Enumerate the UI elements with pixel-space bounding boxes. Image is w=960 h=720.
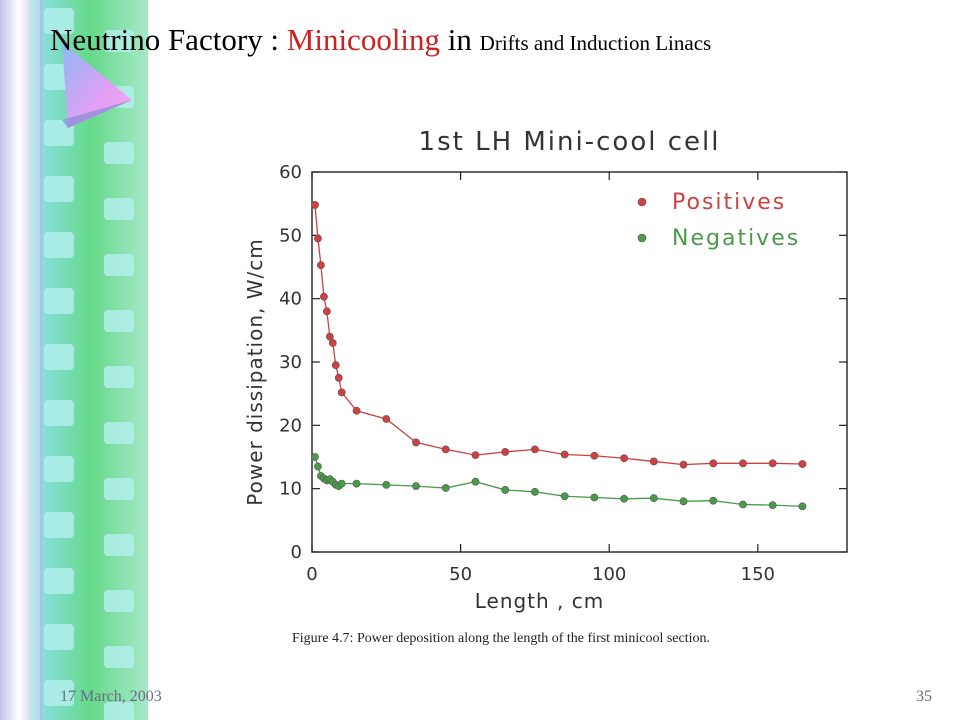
x-tick-label: 50 bbox=[449, 564, 472, 585]
data-point-negatives bbox=[620, 494, 628, 503]
y-tick-label: 30 bbox=[279, 352, 302, 373]
data-point-positives bbox=[334, 373, 343, 382]
footer-date: 17 March, 2003 bbox=[60, 688, 162, 705]
data-point-positives bbox=[501, 448, 510, 456]
data-point-positives bbox=[412, 438, 420, 447]
data-point-negatives bbox=[412, 482, 420, 491]
data-point-negatives bbox=[739, 500, 747, 509]
data-point-negatives bbox=[311, 453, 319, 461]
title-part-3: in bbox=[440, 22, 480, 57]
x-tick-label: 100 bbox=[592, 564, 626, 585]
data-point-positives bbox=[649, 457, 658, 466]
data-point-negatives bbox=[314, 462, 322, 471]
x-tick-label: 0 bbox=[306, 564, 317, 585]
legend-label-negatives: Negatives bbox=[672, 226, 800, 251]
data-point-positives bbox=[322, 307, 331, 316]
data-point-positives bbox=[590, 451, 599, 460]
slide-title: Neutrino Factory : Minicooling in Drifts… bbox=[50, 22, 711, 58]
title-subtitle: Drifts and Induction Linacs bbox=[479, 31, 712, 55]
data-point-positives bbox=[441, 445, 450, 454]
data-point-negatives bbox=[471, 477, 480, 486]
chart-title: 1st LH Mini-cool cell bbox=[419, 127, 721, 157]
y-axis-label: Power dissipation, W/cm bbox=[243, 238, 267, 505]
data-point-negatives bbox=[709, 496, 718, 505]
page-number: 35 bbox=[916, 688, 932, 705]
chart-svg: 1st LH Mini-cool cell 0 50 100 150 0 10 20 30 40 5… bbox=[243, 127, 848, 646]
data-point-positives bbox=[471, 451, 480, 459]
data-point-negatives bbox=[501, 486, 510, 494]
data-point-negatives bbox=[679, 497, 688, 506]
series-line-positives bbox=[314, 204, 803, 466]
data-point-positives bbox=[560, 450, 569, 459]
data-point-positives bbox=[325, 332, 334, 341]
data-point-negatives bbox=[531, 487, 539, 496]
power-chart: 1st LH Mini-cool cell 0 50 100 150 0 10 20 30 40 5… bbox=[230, 110, 850, 665]
data-point-negatives bbox=[337, 479, 346, 488]
data-point-positives bbox=[798, 460, 807, 468]
data-point-positives bbox=[352, 406, 361, 415]
y-tick-label: 60 bbox=[279, 162, 302, 183]
data-point-negatives bbox=[590, 493, 599, 502]
data-point-positives bbox=[620, 454, 628, 463]
data-point-positives bbox=[382, 415, 391, 423]
title-highlight: Minicooling bbox=[286, 22, 441, 57]
data-point-negatives bbox=[352, 479, 361, 488]
y-tick-label: 50 bbox=[279, 225, 302, 246]
data-point-positives bbox=[317, 261, 325, 269]
data-point-positives bbox=[768, 459, 777, 468]
figure-caption: Figure 4.7: Power deposition along the l… bbox=[292, 631, 710, 646]
data-point-positives bbox=[337, 388, 346, 397]
data-point-positives bbox=[331, 361, 340, 370]
legend-marker-positives bbox=[637, 197, 647, 207]
data-point-positives bbox=[739, 459, 747, 468]
data-point-positives bbox=[709, 459, 718, 468]
data-point-positives bbox=[314, 234, 322, 243]
legend-label-positives: Positives bbox=[672, 190, 786, 215]
data-point-positives bbox=[328, 339, 337, 347]
y-tick-label: 20 bbox=[279, 415, 302, 436]
data-point-positives bbox=[311, 201, 319, 209]
sidebar-pattern bbox=[0, 0, 150, 720]
data-point-positives bbox=[679, 460, 688, 469]
x-axis-label: Length , cm bbox=[475, 589, 605, 613]
data-point-positives bbox=[319, 292, 328, 301]
data-point-negatives bbox=[441, 484, 450, 492]
y-tick-label: 10 bbox=[279, 479, 302, 500]
x-tick-label: 150 bbox=[741, 564, 775, 585]
data-point-negatives bbox=[382, 480, 391, 489]
legend-marker-negatives bbox=[637, 233, 647, 243]
y-tick-label: 40 bbox=[279, 289, 302, 310]
data-point-negatives bbox=[560, 492, 569, 501]
decorative-sidebar bbox=[0, 0, 150, 720]
y-tick-label: 0 bbox=[291, 542, 302, 563]
data-point-negatives bbox=[798, 502, 807, 511]
data-point-negatives bbox=[649, 494, 658, 503]
title-part-1: Neutrino Factory : bbox=[50, 22, 287, 57]
data-point-negatives bbox=[768, 501, 777, 510]
data-point-positives bbox=[531, 445, 539, 454]
